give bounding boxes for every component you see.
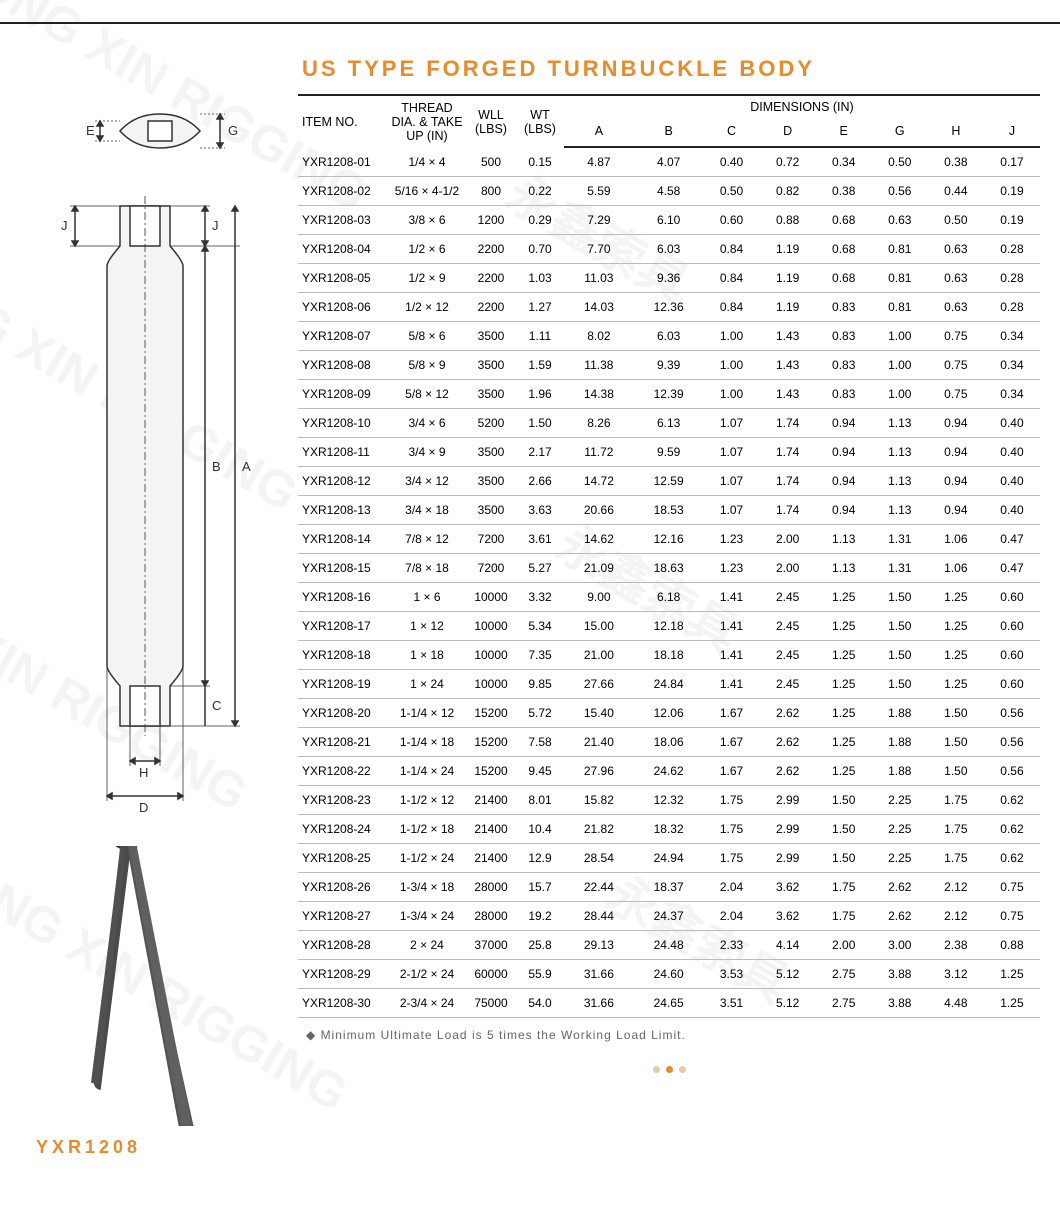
table-row: YXR1208-171 × 12100005.3415.0012.181.412… xyxy=(298,612,1040,641)
technical-diagram: E G xyxy=(20,66,290,846)
table-row: YXR1208-061/2 × 1222001.2714.0312.360.84… xyxy=(298,293,1040,322)
table-row: YXR1208-103/4 × 652001.508.266.131.071.7… xyxy=(298,409,1040,438)
pager-dot[interactable] xyxy=(653,1066,660,1073)
svg-text:J: J xyxy=(61,218,68,233)
svg-text:H: H xyxy=(139,765,148,780)
svg-text:B: B xyxy=(212,459,221,474)
table-row: YXR1208-033/8 × 612000.297.296.100.600.8… xyxy=(298,206,1040,235)
col-dim-H: H xyxy=(928,120,984,147)
svg-text:E: E xyxy=(86,123,95,138)
svg-text:G: G xyxy=(228,123,238,138)
table-row: YXR1208-161 × 6100003.329.006.181.412.45… xyxy=(298,583,1040,612)
col-dim-A: A xyxy=(564,120,634,147)
table-row: YXR1208-095/8 × 1235001.9614.3812.391.00… xyxy=(298,380,1040,409)
pager-dot[interactable] xyxy=(666,1066,673,1073)
table-row: YXR1208-292-1/2 × 246000055.931.6624.603… xyxy=(298,960,1040,989)
svg-text:C: C xyxy=(212,698,221,713)
table-row: YXR1208-123/4 × 1235002.6614.7212.591.07… xyxy=(298,467,1040,496)
table-row: YXR1208-251-1/2 × 242140012.928.5424.941… xyxy=(298,844,1040,873)
table-row: YXR1208-075/8 × 635001.118.026.031.001.4… xyxy=(298,322,1040,351)
pager xyxy=(298,1060,1040,1078)
svg-text:D: D xyxy=(139,800,148,815)
footnote: Minimum Ultimate Load is 5 times the Wor… xyxy=(298,1018,1040,1042)
table-row: YXR1208-241-1/2 × 182140010.421.8218.321… xyxy=(298,815,1040,844)
svg-text:A: A xyxy=(242,459,251,474)
table-row: YXR1208-211-1/4 × 18152007.5821.4018.061… xyxy=(298,728,1040,757)
col-dim-D: D xyxy=(760,120,816,147)
col-item: ITEM NO. xyxy=(298,95,388,147)
table-row: YXR1208-302-3/4 × 247500054.031.6624.653… xyxy=(298,989,1040,1018)
product-code: YXR1208 xyxy=(36,1137,298,1158)
diagram-column: E G xyxy=(20,56,298,1158)
table-row: YXR1208-231-1/2 × 12214008.0115.8212.321… xyxy=(298,786,1040,815)
col-wt: WT (LBS) xyxy=(516,95,564,147)
page-title: US TYPE FORGED TURNBUCKLE BODY xyxy=(298,56,1040,82)
table-row: YXR1208-051/2 × 922001.0311.039.360.841.… xyxy=(298,264,1040,293)
table-row: YXR1208-271-3/4 × 242800019.228.4424.372… xyxy=(298,902,1040,931)
product-photo xyxy=(20,846,290,1126)
table-row: YXR1208-221-1/4 × 24152009.4527.9624.621… xyxy=(298,757,1040,786)
table-row: YXR1208-011/4 × 45000.154.874.070.400.72… xyxy=(298,147,1040,177)
table-row: YXR1208-261-3/4 × 182800015.722.4418.372… xyxy=(298,873,1040,902)
table-row: YXR1208-282 × 243700025.829.1324.482.334… xyxy=(298,931,1040,960)
table-row: YXR1208-147/8 × 1272003.6114.6212.161.23… xyxy=(298,525,1040,554)
table-row: YXR1208-157/8 × 1872005.2721.0918.631.23… xyxy=(298,554,1040,583)
col-dimensions: DIMENSIONS (IN) xyxy=(564,95,1040,120)
spec-table: ITEM NO. THREAD DIA. & TAKE UP (IN) WLL … xyxy=(298,94,1040,1018)
table-row: YXR1208-041/2 × 622000.707.706.030.841.1… xyxy=(298,235,1040,264)
table-row: YXR1208-133/4 × 1835003.6320.6618.531.07… xyxy=(298,496,1040,525)
table-row: YXR1208-201-1/4 × 12152005.7215.4012.061… xyxy=(298,699,1040,728)
col-dim-E: E xyxy=(816,120,872,147)
table-row: YXR1208-025/16 × 4-1/28000.225.594.580.5… xyxy=(298,177,1040,206)
col-dim-B: B xyxy=(634,120,704,147)
col-thread: THREAD DIA. & TAKE UP (IN) xyxy=(388,95,466,147)
col-dim-C: C xyxy=(704,120,760,147)
col-wll: WLL (LBS) xyxy=(466,95,516,147)
col-dim-G: G xyxy=(872,120,928,147)
svg-text:J: J xyxy=(212,218,219,233)
table-row: YXR1208-085/8 × 935001.5911.389.391.001.… xyxy=(298,351,1040,380)
col-dim-J: J xyxy=(984,120,1040,147)
table-row: YXR1208-191 × 24100009.8527.6624.841.412… xyxy=(298,670,1040,699)
pager-dot[interactable] xyxy=(679,1066,686,1073)
table-row: YXR1208-113/4 × 935002.1711.729.591.071.… xyxy=(298,438,1040,467)
table-row: YXR1208-181 × 18100007.3521.0018.181.412… xyxy=(298,641,1040,670)
